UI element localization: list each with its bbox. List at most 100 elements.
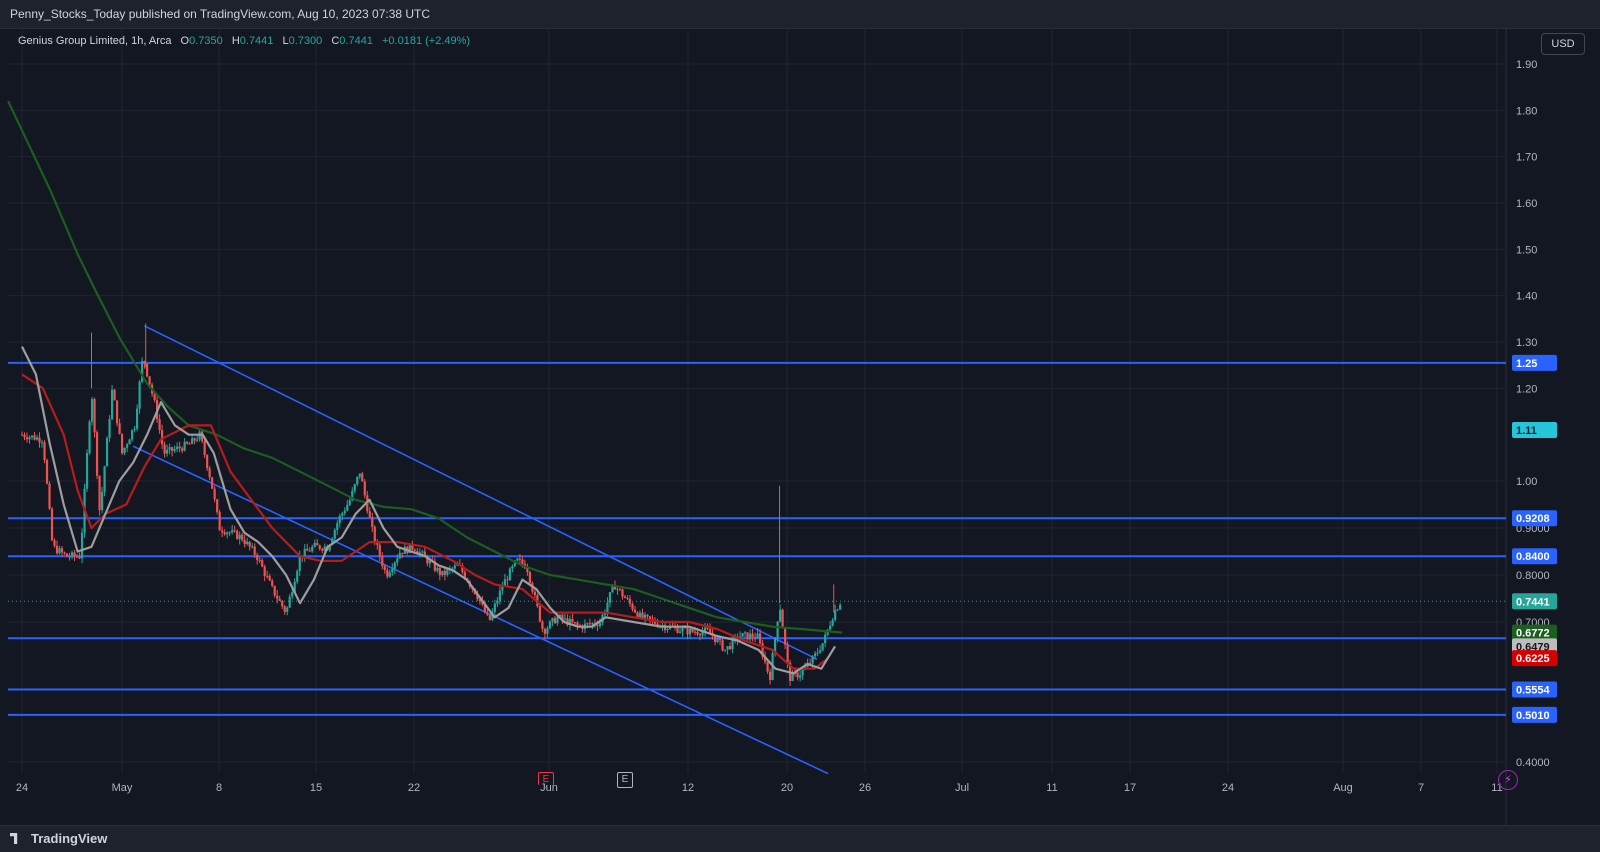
candle-body	[461, 565, 464, 572]
candle	[201, 430, 204, 444]
candle-body	[768, 671, 772, 680]
candle	[173, 445, 176, 454]
candle	[115, 400, 119, 427]
tradingview-logo[interactable]: TradingView	[10, 831, 107, 846]
candle-body	[323, 546, 326, 551]
candle-body	[796, 672, 799, 678]
candle-body	[776, 621, 779, 638]
candle	[751, 628, 754, 642]
candle-body	[181, 448, 184, 451]
candle	[581, 624, 584, 633]
candle	[348, 497, 351, 507]
candle	[271, 578, 274, 588]
candle-body	[351, 490, 354, 501]
candle	[75, 553, 79, 559]
candle-body	[421, 551, 424, 553]
chart-area[interactable]: 1.90 1.80 1.70 1.60 1.50 1.40 1.30 1.20 1.00 0.90…	[0, 28, 1600, 825]
candle	[231, 524, 234, 535]
candle-body	[383, 566, 386, 571]
candle-body	[636, 612, 639, 618]
trend-line-channel-lower	[132, 445, 829, 775]
candle-body	[173, 449, 176, 451]
x-tick-label: 11	[1491, 782, 1502, 794]
moving-average-200	[7, 100, 843, 634]
candle	[638, 610, 642, 619]
symbol-legend: Genius Group Limited, 1h, Arca O0.7350 H…	[18, 35, 470, 47]
candle	[88, 419, 91, 455]
candle-body	[216, 499, 219, 513]
candle	[358, 473, 361, 480]
candle-body	[511, 566, 514, 569]
earnings-event-grey-icon[interactable]: E	[617, 772, 633, 788]
candle-body	[236, 530, 239, 540]
candle	[221, 526, 224, 538]
candle-body	[358, 473, 361, 477]
candle	[741, 632, 744, 637]
candle-body	[616, 588, 619, 590]
candle-body	[678, 631, 682, 633]
candle-body	[506, 579, 509, 581]
earnings-event-red-icon[interactable]: E	[538, 772, 554, 788]
level-price-label-bg	[1512, 681, 1557, 698]
candle-body	[571, 619, 574, 623]
candle	[100, 486, 104, 514]
candle	[396, 554, 399, 567]
candle-body	[148, 376, 151, 385]
candle-body	[90, 399, 94, 422]
candle	[181, 446, 184, 454]
y-tick-label: 1.20	[1516, 383, 1537, 395]
candle	[28, 435, 31, 444]
candle-body	[281, 600, 284, 607]
candle	[618, 588, 622, 592]
candle-body	[186, 441, 189, 444]
candle	[371, 512, 374, 533]
candle-body	[566, 618, 569, 626]
candle-body	[698, 634, 702, 636]
candle-body	[100, 491, 104, 511]
candle-body	[423, 551, 426, 557]
candle-body	[751, 633, 754, 638]
candle	[288, 593, 291, 609]
candle-body	[623, 596, 627, 599]
candle	[546, 626, 549, 638]
candle-body	[753, 637, 757, 639]
candle-body	[836, 609, 839, 611]
candle-body	[88, 421, 91, 453]
candle-body	[78, 556, 81, 559]
candle-body	[243, 539, 246, 545]
candle	[398, 548, 401, 559]
currency-button[interactable]: USD	[1541, 33, 1585, 55]
candle	[178, 441, 181, 453]
candle-body	[85, 452, 89, 489]
candle-body	[761, 643, 764, 657]
candle	[526, 563, 529, 576]
candle-body	[258, 559, 261, 561]
candle	[233, 525, 236, 534]
candle-body	[526, 568, 529, 572]
candle	[163, 441, 166, 458]
candle-body	[533, 591, 537, 596]
candle	[756, 628, 759, 639]
x-tick-label: May	[112, 782, 133, 794]
price-chart[interactable]: 1.901.801.701.601.501.401.301.201.000.90…	[0, 28, 1600, 825]
candle-body	[306, 548, 309, 551]
candle-body	[130, 429, 134, 440]
candle	[631, 602, 634, 612]
candle	[70, 550, 74, 560]
candle	[168, 443, 171, 455]
level-price-label-bg	[1512, 354, 1557, 371]
candle-body	[726, 646, 729, 650]
candle	[723, 649, 727, 653]
candle-body	[378, 544, 381, 557]
candle	[78, 552, 81, 560]
moving-average-50	[21, 373, 829, 670]
candle	[318, 544, 321, 551]
candle	[110, 384, 114, 421]
tradingview-logo-icon	[10, 833, 18, 844]
lightning-icon[interactable]: ⚡	[1498, 770, 1518, 790]
candle	[836, 608, 839, 611]
x-tick-label: Jul	[955, 782, 969, 794]
candle	[268, 573, 271, 582]
candle	[188, 441, 191, 445]
candle	[551, 617, 554, 627]
